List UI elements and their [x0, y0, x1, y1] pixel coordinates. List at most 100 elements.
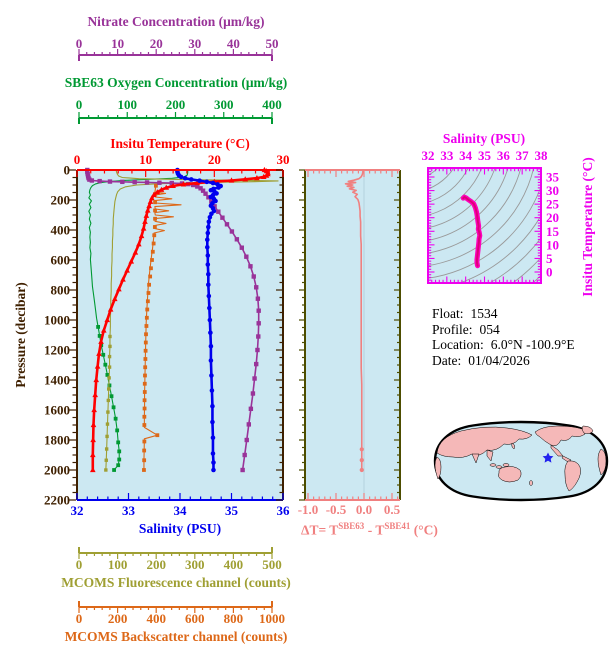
- tick-label: 34: [174, 503, 188, 518]
- tick-label: 30: [546, 183, 559, 198]
- tick-label: 32: [71, 503, 84, 518]
- panel-background: [428, 168, 541, 283]
- tick-label: 300: [214, 97, 234, 112]
- fluorescence-axis-title: MCOMS Fluorescence channel (counts): [61, 575, 291, 590]
- tick-label: 35: [478, 148, 492, 163]
- tick-label: 400: [146, 611, 166, 626]
- tick-label: 1800: [44, 433, 70, 448]
- tick-label: 600: [51, 253, 71, 268]
- tick-label: 100: [118, 97, 138, 112]
- series-salinity: [175, 167, 223, 473]
- tick-label: 800: [51, 283, 71, 298]
- continents: [434, 425, 607, 492]
- tick-label: 0.5: [384, 502, 401, 517]
- ts-salinity-axis-title: Salinity (PSU): [442, 131, 526, 146]
- tick-label: 35: [225, 503, 239, 518]
- tick-label: 37: [516, 148, 530, 163]
- tick-label: 10: [111, 36, 124, 51]
- tick-label: 0: [546, 265, 553, 280]
- tick-label: 0: [76, 611, 83, 626]
- series-temperature: [89, 166, 271, 473]
- tick-label: 0: [74, 152, 81, 167]
- tick-label: 35: [546, 170, 560, 185]
- tick-label: 20: [208, 152, 221, 167]
- africa-west-edge: [597, 448, 607, 476]
- tick-label: 100: [108, 557, 128, 572]
- axis-fluorescence: 0 100 200 300 400 500: [76, 547, 282, 572]
- tick-label: 1000: [44, 313, 70, 328]
- tick-label: 2200: [44, 493, 70, 508]
- north-america: [534, 425, 586, 447]
- location-line: Location: 6.0°N -100.9°E: [432, 337, 575, 352]
- ts-temperature-axis-title: Insitu Temperature (°C): [580, 157, 595, 297]
- tick-label: 800: [224, 611, 244, 626]
- series-fluorescence: [104, 169, 279, 472]
- tick-label: 0: [64, 163, 71, 178]
- salinity-axis-title: Salinity (PSU): [138, 521, 222, 536]
- tick-label: 10: [139, 152, 152, 167]
- tick-label: 25: [546, 197, 560, 212]
- greenland: [581, 425, 594, 434]
- africa-east-edge: [434, 456, 442, 480]
- indochina: [486, 449, 494, 462]
- tick-label: 40: [227, 36, 240, 51]
- tick-label: 200: [166, 97, 186, 112]
- australia: [498, 466, 522, 483]
- tick-label: 500: [262, 557, 282, 572]
- tick-label: 38: [535, 148, 549, 163]
- tick-label: 200: [146, 557, 166, 572]
- pressure-axis-title: Pressure (decibar): [13, 282, 28, 388]
- tick-label: 10: [546, 237, 559, 252]
- indonesia: [489, 463, 497, 467]
- tick-label: 600: [185, 611, 205, 626]
- nitrate-axis-title: Nitrate Concentration (μm/kg): [87, 14, 265, 29]
- tick-label: 50: [266, 36, 279, 51]
- float-info: Float: 1534 Profile: 054 Location: 6.0°N -1…: [432, 306, 575, 368]
- float-id-line: Float: 1534: [432, 306, 498, 321]
- japan: [511, 442, 515, 450]
- mexico: [550, 444, 564, 457]
- panel-background: [305, 170, 400, 500]
- tick-label: 1200: [44, 343, 70, 358]
- tick-label: 2000: [44, 463, 70, 478]
- oxygen-axis-title: SBE63 Oxygen Concentration (μm/kg): [64, 75, 288, 90]
- tick-label: 400: [262, 97, 282, 112]
- series-ts-curve: [460, 194, 483, 269]
- tick-label: 0: [76, 97, 83, 112]
- delta-t-axis-title: ΔT= TSBE63 - TSBE41 (°C): [301, 521, 438, 538]
- tick-label: 32: [422, 148, 435, 163]
- tick-label: 1000: [259, 611, 285, 626]
- tick-label: -0.5: [326, 502, 347, 517]
- temperature-axis-title: Insitu Temperature (°C): [110, 136, 250, 151]
- tick-label: -1.0: [298, 502, 319, 517]
- tick-label: 15: [546, 224, 560, 239]
- tick-label: 300: [185, 557, 205, 572]
- tick-label: 36: [497, 148, 511, 163]
- india: [471, 453, 480, 464]
- tick-label: 20: [150, 36, 163, 51]
- tick-label: 200: [51, 193, 71, 208]
- indonesia: [495, 465, 503, 469]
- tick-label: 400: [224, 557, 244, 572]
- tick-label: 400: [51, 223, 71, 238]
- tick-label: 1400: [44, 373, 70, 388]
- tick-label: 1600: [44, 403, 70, 418]
- new-zealand: [529, 480, 533, 486]
- world-map: [433, 420, 609, 502]
- tick-label: 30: [188, 36, 201, 51]
- tick-label: 20: [546, 210, 559, 225]
- series-delta-t: [344, 169, 364, 473]
- axis-oxygen: 0 100 200 300 400: [76, 97, 282, 124]
- backscatter-axis-title: MCOMS Backscatter channel (counts): [64, 629, 288, 644]
- tick-label: 34: [459, 148, 473, 163]
- tick-label: 30: [277, 152, 290, 167]
- series-oxygen: [88, 169, 189, 472]
- series-nitrate: [85, 167, 261, 473]
- date-line: Date: 01/04/2026: [432, 352, 530, 368]
- float-location-star: [542, 452, 554, 463]
- tick-label: 5: [546, 251, 553, 266]
- tick-label: 33: [122, 503, 136, 518]
- tick-label: 0: [76, 36, 83, 51]
